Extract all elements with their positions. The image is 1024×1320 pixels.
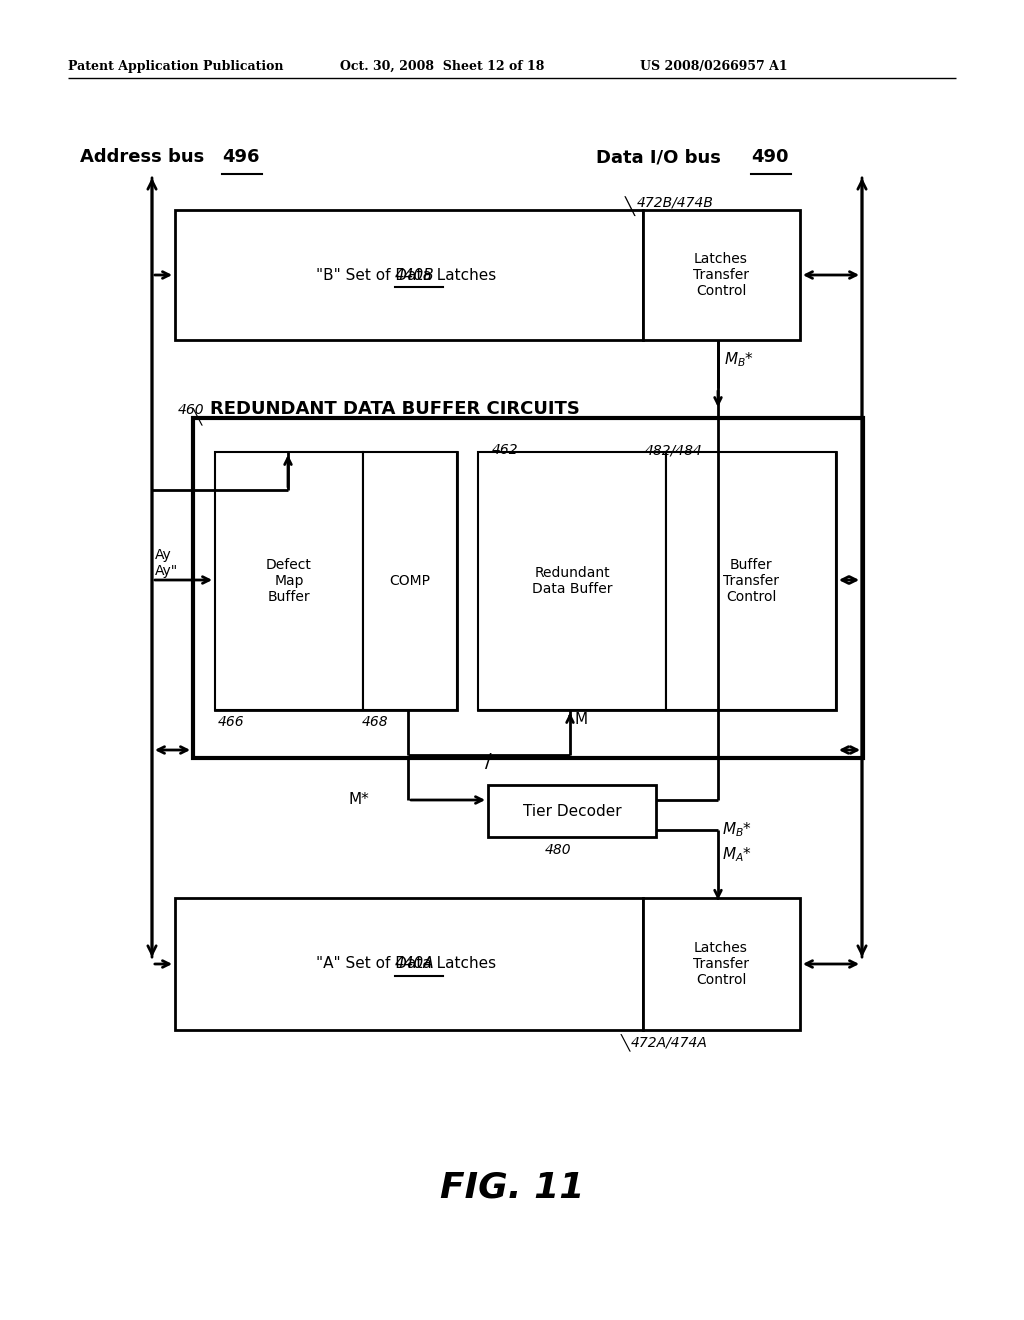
Text: COMP: COMP (389, 574, 430, 587)
Bar (478, 451, 836, 710)
Text: US 2008/0266957 A1: US 2008/0266957 A1 (640, 59, 787, 73)
Text: $M_A$*: $M_A$* (722, 845, 752, 863)
Text: ╲: ╲ (193, 408, 202, 425)
Bar (175, 210, 643, 341)
Text: M: M (575, 711, 588, 727)
Bar (488, 785, 656, 837)
Text: 460: 460 (178, 403, 205, 417)
Text: 482/484: 482/484 (645, 444, 702, 457)
Text: "A" Set of Data Latches: "A" Set of Data Latches (316, 957, 502, 972)
Bar (193, 418, 863, 758)
Text: 466: 466 (218, 715, 245, 729)
Text: /: / (484, 752, 492, 771)
Text: "B" Set of Data Latches: "B" Set of Data Latches (316, 268, 502, 282)
Text: Address bus: Address bus (80, 148, 211, 166)
Text: Ay
Ay": Ay Ay" (155, 548, 178, 578)
Text: ╲: ╲ (625, 195, 635, 216)
Text: 480: 480 (545, 843, 571, 857)
Text: Tier Decoder: Tier Decoder (522, 804, 622, 818)
Text: Latches
Transfer
Control: Latches Transfer Control (693, 252, 749, 298)
Text: 472B/474B: 472B/474B (637, 195, 714, 210)
Text: $M_B$*: $M_B$* (724, 351, 754, 370)
Text: M*: M* (348, 792, 369, 808)
Text: 468: 468 (362, 715, 389, 729)
Text: Defect
Map
Buffer: Defect Map Buffer (266, 558, 312, 605)
Bar (666, 451, 836, 710)
Text: Data I/O bus: Data I/O bus (596, 148, 727, 166)
Text: Patent Application Publication: Patent Application Publication (68, 59, 284, 73)
Text: $M_B$*: $M_B$* (722, 820, 752, 838)
Bar (362, 451, 457, 710)
Bar (643, 898, 800, 1030)
Text: 462: 462 (492, 444, 518, 457)
Bar (478, 451, 666, 710)
Text: Buffer
Transfer
Control: Buffer Transfer Control (723, 558, 779, 605)
Text: ╲: ╲ (621, 1034, 630, 1052)
Bar (215, 451, 362, 710)
Text: Latches
Transfer
Control: Latches Transfer Control (693, 941, 749, 987)
Text: 496: 496 (222, 148, 259, 166)
Text: Redundant
Data Buffer: Redundant Data Buffer (531, 566, 612, 597)
Bar (215, 451, 457, 710)
Text: 440B: 440B (395, 268, 435, 282)
Text: Oct. 30, 2008  Sheet 12 of 18: Oct. 30, 2008 Sheet 12 of 18 (340, 59, 545, 73)
Text: 440A: 440A (395, 957, 434, 972)
Text: 490: 490 (751, 148, 788, 166)
Text: FIG. 11: FIG. 11 (440, 1170, 584, 1204)
Bar (175, 898, 643, 1030)
Text: REDUNDANT DATA BUFFER CIRCUITS: REDUNDANT DATA BUFFER CIRCUITS (210, 400, 580, 418)
Text: 472A/474A: 472A/474A (631, 1036, 708, 1049)
Bar (643, 210, 800, 341)
